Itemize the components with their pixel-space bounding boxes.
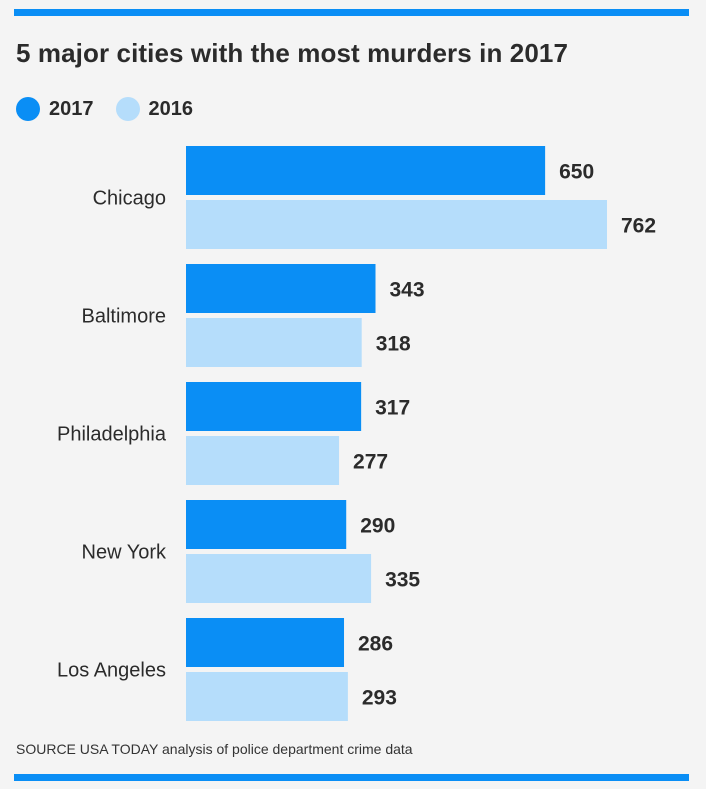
value-label-chicago-2016: 762 [621, 215, 656, 238]
value-label-baltimore-2017: 343 [390, 279, 425, 302]
bar-baltimore-2017 [186, 264, 376, 313]
top-rule [14, 9, 689, 16]
legend-label-2016: 2016 [148, 97, 194, 120]
bottom-rule [14, 774, 689, 781]
bar-baltimore-2016 [186, 318, 362, 367]
category-label-new-york: New York [82, 542, 167, 564]
category-label-philadelphia: Philadelphia [57, 424, 167, 446]
value-label-los-angeles-2017: 286 [358, 633, 393, 656]
legend-item-2016: 2016 [115, 97, 194, 121]
bar-philadelphia-2016 [186, 436, 340, 485]
bar-chicago-2016 [186, 200, 607, 249]
bar-new-york-2016 [186, 554, 372, 603]
bar-chart: Chicago 650 762 Baltimore 343 318 Philadelphia… [57, 146, 656, 721]
value-label-los-angeles-2016: 293 [362, 687, 397, 710]
bar-chicago-2017 [186, 146, 546, 195]
value-label-philadelphia-2017: 317 [375, 397, 410, 420]
value-label-chicago-2017: 650 [559, 161, 594, 184]
bar-los-angeles-2017 [186, 618, 345, 667]
category-label-chicago: Chicago [93, 188, 166, 210]
legend-label-2017: 2017 [49, 97, 94, 120]
bar-los-angeles-2016 [186, 672, 348, 721]
category-label-los-angeles: Los Angeles [57, 660, 166, 682]
legend-item-2017: 2017 [16, 97, 94, 121]
chart-title: 5 major cities with the most murders in … [16, 38, 569, 68]
value-label-philadelphia-2016: 277 [353, 451, 388, 474]
legend: 2017 2016 [16, 96, 215, 122]
value-label-new-york-2016: 335 [385, 569, 420, 592]
bar-philadelphia-2017 [186, 382, 362, 431]
category-label-baltimore: Baltimore [82, 306, 166, 328]
value-label-new-york-2017: 290 [360, 515, 395, 538]
value-label-baltimore-2016: 318 [376, 333, 411, 356]
source-note: SOURCE USA TODAY analysis of police depa… [16, 741, 413, 757]
bar-new-york-2017 [186, 500, 347, 549]
legend-swatch-2017 [16, 97, 40, 121]
legend-swatch-2016 [115, 97, 140, 121]
